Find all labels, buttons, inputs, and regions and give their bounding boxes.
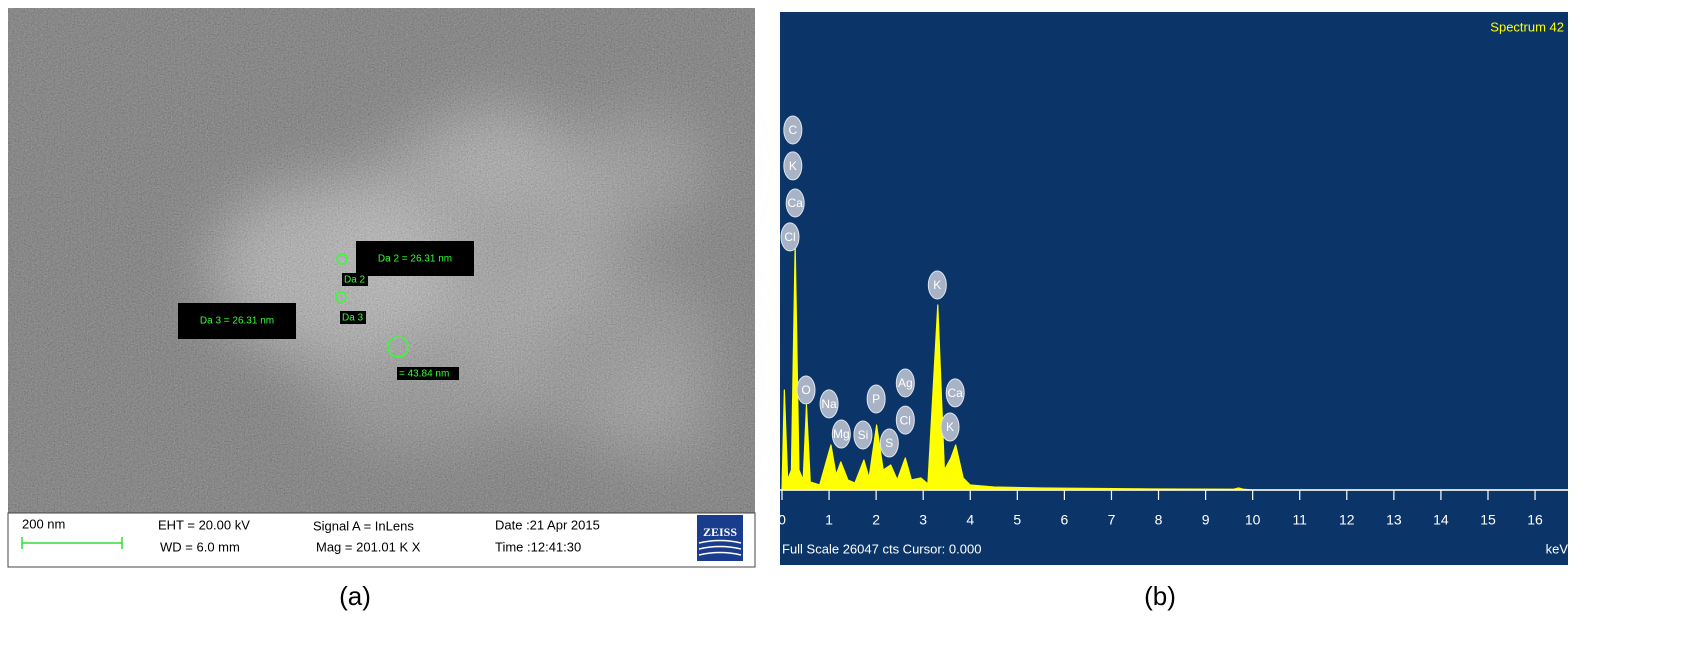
measure-marker — [335, 291, 347, 303]
annotation-box — [342, 273, 368, 286]
x-tick-label: 8 — [1155, 512, 1163, 528]
peak-marker — [796, 375, 816, 405]
peak-label: S — [885, 436, 893, 450]
annotation: Da 3 — [342, 313, 364, 324]
spectrum-area — [781, 244, 1569, 491]
x-tick-label: 2 — [872, 512, 880, 528]
peak-marker — [783, 151, 803, 181]
peak-marker — [853, 420, 873, 450]
panel-label: (a) — [339, 581, 371, 611]
peak-label: Mg — [833, 427, 850, 441]
annotation: Da 3 = 26.31 nm — [200, 316, 274, 327]
x-tick-label: 3 — [919, 512, 927, 528]
peak-label: Ca — [948, 386, 964, 400]
peak-marker — [940, 412, 960, 442]
peak-marker — [895, 405, 915, 435]
measure-marker — [387, 336, 409, 358]
peak-label: Cl — [900, 413, 911, 427]
x-tick-label: 4 — [966, 512, 974, 528]
signal: Signal A = InLens — [313, 518, 414, 533]
annotation: = 43.84 nm — [399, 369, 449, 380]
peak-label: Na — [821, 397, 837, 411]
spectrum-panel: Spectrum 420 1 2 3 4 5 6 7 8 9 10 11 12 13 14 15 16keVFu… — [778, 12, 1569, 565]
x-tick-label: 7 — [1108, 512, 1116, 528]
peak-label: K — [946, 420, 954, 434]
x-tick-label: 15 — [1480, 512, 1496, 528]
peak-label: Cl — [784, 230, 795, 244]
x-axis-label: keV — [1546, 541, 1569, 556]
annotation-box — [340, 311, 366, 324]
peak-marker — [785, 188, 805, 218]
peak-marker — [945, 378, 965, 408]
peak-marker — [927, 270, 947, 300]
eht: EHT = 20.00 kV — [158, 517, 250, 532]
x-tick-label: 12 — [1339, 512, 1355, 528]
peak-marker — [819, 389, 839, 419]
date: Date :21 Apr 2015 — [495, 517, 600, 532]
measure-marker — [336, 253, 348, 265]
peak-marker — [895, 368, 915, 398]
footer: Full Scale 26047 cts Cursor: 0.000 — [782, 541, 981, 556]
chart-title: Spectrum 42 — [1490, 19, 1564, 34]
peak-marker — [831, 419, 851, 449]
annotation-box — [397, 367, 459, 380]
x-tick-label: 11 — [1292, 512, 1307, 528]
peak-label: O — [801, 383, 810, 397]
logo-waves — [698, 539, 742, 556]
x-tick-label: 5 — [1013, 512, 1021, 528]
magnification: Mag = 201.01 K X — [316, 539, 421, 554]
annotation-box — [178, 303, 296, 339]
x-tick-label: 14 — [1433, 512, 1449, 528]
x-tick-label: 1 — [825, 512, 833, 528]
sem-panel: Da 2 = 26.31 nm Da 2 Da 3 Da 3 = 26.31 n… — [7, 8, 756, 611]
peak-label: Ca — [788, 196, 804, 210]
x-tick-label: 6 — [1060, 512, 1068, 528]
peak-label: C — [788, 123, 797, 137]
plot-background — [780, 12, 1568, 565]
peak-label: P — [872, 392, 880, 406]
scale-label: 200 nm — [22, 516, 65, 531]
peak-label: Ag — [898, 376, 913, 390]
x-tick-label: 16 — [1527, 512, 1543, 528]
info-bar — [7, 512, 756, 568]
x-tick-label: 0 — [778, 512, 786, 528]
annotation: Da 2 — [344, 275, 366, 286]
x-tick-label: 10 — [1245, 512, 1261, 528]
x-tick-label: 13 — [1386, 512, 1402, 528]
logo-text: ZEISS — [703, 525, 737, 539]
peak-label: K — [933, 278, 941, 292]
annotation-box — [356, 241, 474, 276]
peak-label: K — [789, 159, 797, 173]
wd: WD = 6.0 mm — [160, 539, 240, 554]
x-tick-label: 9 — [1202, 512, 1210, 528]
time: Time :12:41:30 — [495, 539, 581, 554]
peak-marker — [780, 222, 800, 252]
peak-marker — [879, 428, 899, 458]
peak-label: Si — [858, 428, 869, 442]
annotation: Da 2 = 26.31 nm — [378, 254, 452, 265]
peak-marker — [866, 384, 886, 414]
panel-label: (b) — [1144, 581, 1176, 611]
peak-marker — [783, 115, 803, 145]
